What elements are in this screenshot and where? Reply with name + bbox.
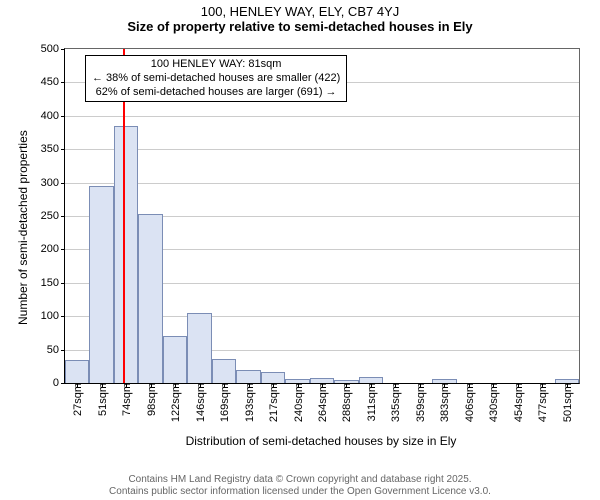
histogram-bar [65, 360, 89, 383]
y-axis-label: Number of semi-detached properties [16, 130, 30, 325]
ytick-label: 350 [41, 143, 65, 155]
ytick-label: 300 [41, 177, 65, 189]
xtick-label: 406sqm [462, 383, 476, 422]
xtick-label: 51sqm [95, 383, 109, 416]
footer: Contains HM Land Registry data © Crown c… [0, 474, 600, 498]
histogram-bar [187, 313, 211, 383]
xtick-label: 169sqm [217, 383, 231, 422]
title-block: 100, HENLEY WAY, ELY, CB7 4YJ Size of pr… [0, 0, 600, 34]
xtick-label: 335sqm [388, 383, 402, 422]
xtick-label: 193sqm [242, 383, 256, 422]
ytick-label: 250 [41, 210, 65, 222]
ytick-label: 400 [41, 110, 65, 122]
xtick-label: 27sqm [70, 383, 84, 416]
x-axis-label: Distribution of semi-detached houses by … [64, 434, 578, 448]
title-subtitle: Size of property relative to semi-detach… [0, 19, 600, 34]
ytick-label: 500 [41, 43, 65, 55]
gridline [65, 183, 579, 184]
xtick-label: 264sqm [315, 383, 329, 422]
xtick-label: 454sqm [511, 383, 525, 422]
footer-line1: Contains HM Land Registry data © Crown c… [0, 474, 600, 486]
annotation-line3: 62% of semi-detached houses are larger (… [92, 86, 340, 100]
xtick-label: 240sqm [291, 383, 305, 422]
ytick-label: 100 [41, 310, 65, 322]
xtick-label: 74sqm [119, 383, 133, 416]
ytick-label: 150 [41, 277, 65, 289]
gridline [65, 116, 579, 117]
xtick-label: 217sqm [266, 383, 280, 422]
histogram-bar [163, 336, 187, 383]
footer-line2: Contains public sector information licen… [0, 486, 600, 498]
xtick-label: 98sqm [144, 383, 158, 416]
xtick-label: 146sqm [193, 383, 207, 422]
histogram-bar [236, 370, 260, 383]
annotation-line1: 100 HENLEY WAY: 81sqm [92, 58, 340, 72]
histogram-bar [89, 186, 113, 383]
histogram-bar [138, 214, 162, 383]
xtick-label: 430sqm [486, 383, 500, 422]
xtick-label: 311sqm [364, 383, 378, 421]
xtick-label: 383sqm [437, 383, 451, 422]
annotation-line2: ← 38% of semi-detached houses are smalle… [92, 72, 340, 86]
xtick-label: 288sqm [339, 383, 353, 422]
histogram-bar [261, 372, 285, 383]
ytick-label: 0 [53, 377, 65, 389]
annotation-box: 100 HENLEY WAY: 81sqm← 38% of semi-detac… [85, 55, 347, 102]
xtick-label: 477sqm [535, 383, 549, 422]
xtick-label: 359sqm [413, 383, 427, 422]
histogram-bar [114, 126, 138, 383]
plot-area: 05010015020025030035040045050027sqm51sqm… [64, 48, 580, 384]
ytick-label: 450 [41, 76, 65, 88]
chart-container: 100, HENLEY WAY, ELY, CB7 4YJ Size of pr… [0, 0, 600, 500]
xtick-label: 501sqm [560, 383, 574, 422]
ytick-label: 50 [47, 344, 65, 356]
gridline [65, 149, 579, 150]
title-address: 100, HENLEY WAY, ELY, CB7 4YJ [0, 4, 600, 19]
ytick-label: 200 [41, 243, 65, 255]
xtick-label: 122sqm [168, 383, 182, 422]
histogram-bar [212, 359, 236, 383]
